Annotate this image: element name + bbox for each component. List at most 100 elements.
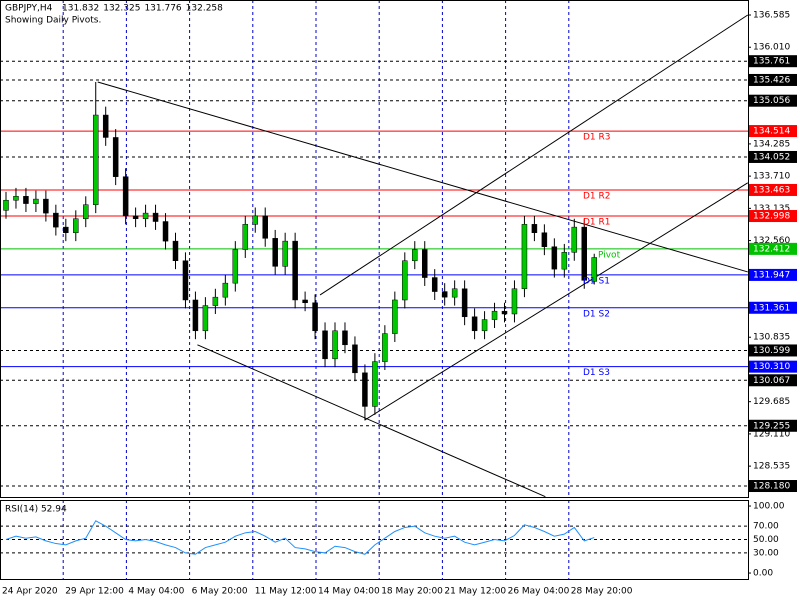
candle-body	[352, 344, 358, 374]
candle-body	[451, 288, 458, 298]
candle-body	[302, 299, 308, 304]
candle-body	[232, 249, 239, 284]
y-tick-label: 133.710	[753, 172, 790, 182]
y-tick-label: 134.285	[753, 139, 790, 149]
pivot-box	[749, 360, 797, 373]
rsi-tick-label: 70.00	[753, 522, 779, 532]
candle-body	[122, 176, 129, 217]
candle-body	[83, 204, 89, 219]
candle-body	[3, 199, 9, 211]
pivot-value: 131.947	[753, 270, 790, 280]
level-box	[749, 374, 797, 387]
pivot-label: D1 R3	[583, 133, 611, 143]
pivot-box	[749, 183, 797, 196]
candle-body	[102, 114, 109, 138]
candle-body	[332, 330, 338, 360]
header-value: 131.832	[62, 4, 99, 14]
candle-body	[92, 114, 99, 205]
candle-body	[521, 224, 528, 290]
y-tick-label: 132.560	[753, 236, 790, 246]
candle-body	[112, 137, 119, 177]
level-label: 128.180	[753, 482, 790, 492]
candle-body	[362, 372, 368, 407]
candle-body	[511, 288, 518, 315]
header-value: 132.325	[103, 4, 140, 14]
pivot-value: 131.361	[753, 303, 790, 313]
candle-body	[142, 212, 149, 219]
pivot-value: 130.310	[753, 362, 790, 372]
main-frame	[0, 0, 749, 498]
candle-body	[421, 249, 428, 278]
x-tick-label: 24 Apr 2020	[2, 587, 58, 597]
trendline	[319, 14, 749, 296]
x-tick-label: 6 May 20:00	[192, 587, 248, 597]
candle-body	[441, 291, 448, 298]
level-label: 134.052	[753, 152, 790, 162]
pivot-box	[749, 210, 797, 223]
level-box	[749, 94, 797, 107]
pivot-value: 132.998	[753, 212, 790, 222]
pivot-label: D1 S1	[583, 276, 610, 286]
candle-body	[501, 310, 508, 315]
candle-body	[252, 215, 258, 225]
candle-body	[461, 288, 468, 318]
candle-body	[561, 252, 568, 270]
x-tick-label: 18 May 20:00	[381, 587, 443, 597]
candle-body	[282, 240, 288, 267]
candle-body	[202, 305, 209, 332]
candle-body	[172, 240, 179, 261]
level-label: 130.067	[753, 376, 790, 386]
header-value: 131.776	[144, 4, 181, 14]
candle-body	[132, 215, 139, 219]
pivot-value: 132.412	[753, 244, 790, 254]
pivot-label: D1 R2	[583, 191, 611, 201]
subtitle: Showing Daily Pivots.	[5, 16, 101, 26]
level-box	[749, 55, 797, 68]
level-label: 135.761	[753, 57, 790, 67]
rsi-frame	[0, 500, 749, 580]
candle-body	[581, 226, 588, 281]
candle-body	[222, 282, 229, 298]
candle-body	[192, 299, 199, 332]
candle-body	[212, 296, 219, 306]
level-label: 130.599	[753, 346, 790, 356]
candle-body	[152, 212, 159, 222]
candle-body	[33, 198, 39, 204]
symbol: GBPJPY,H4	[5, 4, 53, 14]
candle-body	[53, 212, 59, 228]
x-tick-label: 28 May 20:00	[571, 587, 633, 597]
candle-body	[481, 319, 488, 332]
candle-body	[242, 224, 249, 250]
candle-body	[13, 196, 19, 201]
x-tick-label: 26 May 04:00	[508, 587, 570, 597]
pivot-label: D1 R1	[583, 218, 611, 228]
rsi-tick-label: 50.00	[753, 535, 779, 545]
candle-body	[162, 221, 169, 242]
level-label: 135.056	[753, 96, 790, 106]
y-tick-label: 136.585	[753, 11, 790, 21]
candle-body	[73, 218, 79, 233]
rsi-tick-label: 100.00	[753, 502, 785, 512]
pivot-value: 134.514	[753, 127, 790, 137]
candle-body	[431, 277, 438, 292]
candle-body	[292, 240, 298, 301]
y-tick-label: 129.110	[753, 429, 790, 439]
candle-body	[541, 232, 548, 247]
y-tick-label: 133.135	[753, 204, 790, 214]
candle-body	[312, 302, 318, 332]
plot-area	[0, 0, 749, 580]
candle-body	[262, 215, 268, 239]
header-value: 132.258	[186, 4, 223, 14]
trendline	[97, 81, 748, 273]
x-tick-label: 29 Apr 12:00	[65, 587, 124, 597]
candle-body	[471, 316, 478, 332]
y-tick-label: 129.685	[753, 397, 790, 407]
candle-body	[591, 257, 597, 282]
pivot-box	[749, 268, 797, 281]
candle-body	[372, 361, 378, 407]
level-box	[749, 480, 797, 493]
y-tick-label: 128.535	[753, 462, 790, 472]
candle-body	[551, 246, 558, 270]
